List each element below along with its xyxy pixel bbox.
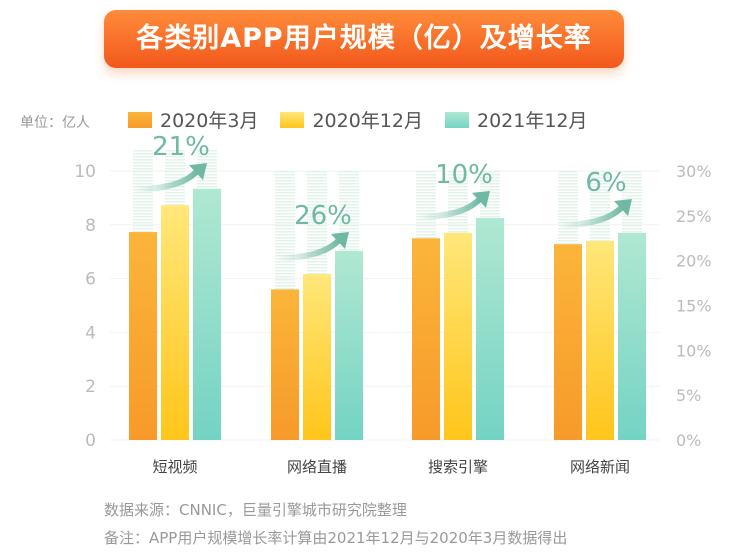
chart-title: 各类别APP用户规模（亿）及增长率 [104,10,624,68]
remark-note: 备注：APP用户规模增长率计算由2021年12月与2020年3月数据得出 [104,529,568,547]
unit-label: 单位：亿人 [20,115,90,131]
y-tick-label: 8 [85,216,96,236]
y-tick-label: 0 [85,431,96,451]
bar-2-2 [476,218,504,440]
y2-tick-label: 25% [676,207,712,226]
y2-tick-label: 15% [676,297,712,316]
legend-label: 2021年12月 [476,110,588,132]
bar-1-3 [586,240,614,440]
y-tick-label: 6 [85,270,96,290]
y2-tick-label: 30% [676,162,712,181]
footnotes: 数据来源：CNNIC，巨量引擎城市研究院整理 备注：APP用户规模增长率计算由2… [104,496,567,552]
arrow-head-icon [189,163,207,181]
y2-tick-label: 20% [676,252,712,271]
legend-item: 2020年3月 [128,106,258,133]
y2-tick-label: 5% [676,386,701,405]
bar-0-0 [129,232,157,440]
bar-2-3 [618,232,646,440]
growth-stripe [416,171,436,239]
x-tick-label: 网络直播 [287,458,347,476]
growth-arrow [276,237,342,262]
legend-label: 2020年3月 [160,110,259,132]
growth-stripe [558,171,578,245]
growth-arrow [417,196,483,220]
y-tick-label: 4 [85,323,96,343]
y-tick-label: 2 [85,377,96,397]
y2-tick-label: 0% [676,431,701,450]
growth-arrow [559,204,625,228]
growth-stripe [622,171,642,233]
bar-0-3 [554,244,582,440]
x-tick-label: 搜索引擎 [428,458,488,476]
y-tick-label: 10 [74,162,96,182]
bar-1-1 [303,274,331,440]
bar-1-0 [161,205,189,440]
legend-swatch [444,111,469,128]
bar-2-0 [193,188,221,440]
x-tick-label: 网络新闻 [570,458,630,476]
growth-stripe [275,171,295,290]
bar-0-2 [412,238,440,440]
growth-stripe [339,171,359,251]
bar-0-1 [271,289,299,440]
legend-item: 2021年12月 [444,106,588,133]
x-tick-label: 短视频 [152,458,197,476]
bar-2-1 [335,250,363,440]
y2-tick-label: 10% [676,341,712,360]
legend-label: 2020年12月 [312,110,423,132]
bar-1-2 [444,232,472,440]
legend: 2020年3月 2020年12月 2021年12月 [128,106,588,133]
legend-swatch [128,111,152,128]
growth-stripe [165,148,185,206]
source-note: 数据来源：CNNIC，巨量引擎城市研究院整理 [104,501,407,519]
growth-stripe [448,171,468,233]
legend-swatch [280,111,305,128]
growth-arrow [134,168,200,193]
arrow-head-icon [472,190,490,208]
growth-rate-label: 10% [435,160,493,190]
growth-rate-label: 21% [152,132,210,162]
arrow-head-icon [614,198,632,216]
growth-rate-label: 26% [294,201,352,231]
arrow-head-icon [331,232,349,250]
growth-rate-label: 6% [585,168,626,198]
legend-item: 2020年12月 [280,106,423,133]
